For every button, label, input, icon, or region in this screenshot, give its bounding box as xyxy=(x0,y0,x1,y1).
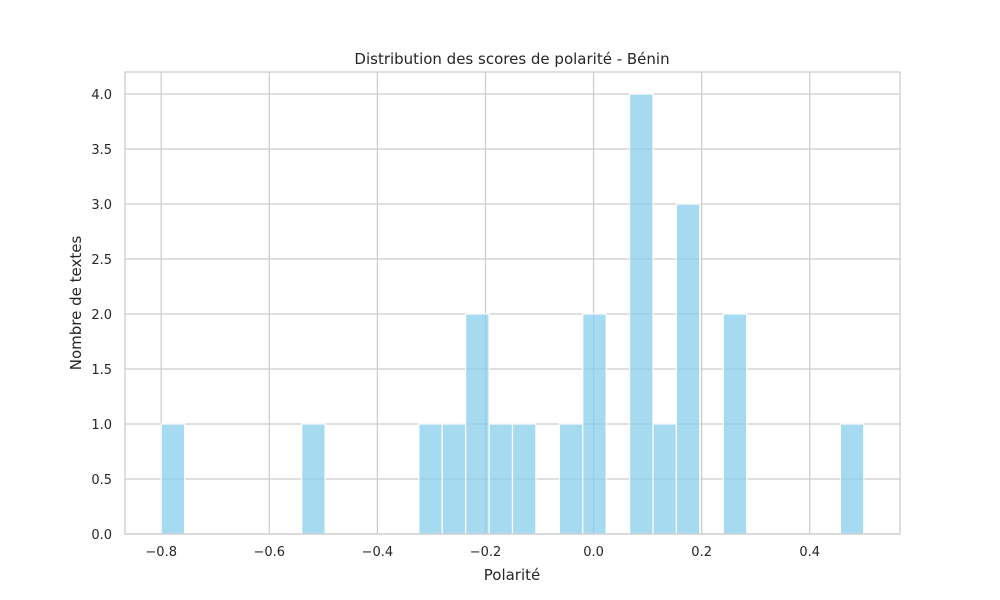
y-tick-label: 4.0 xyxy=(91,88,112,103)
y-tick-labels: 0.0 0.5 1.0 1.5 2.0 2.5 3.0 3.5 4.0 xyxy=(91,88,112,543)
chart-title: Distribution des scores de polarité - Bé… xyxy=(354,50,669,68)
y-tick-label: 1.5 xyxy=(91,363,112,378)
bars-layer xyxy=(160,93,865,535)
histogram-bar xyxy=(652,423,678,535)
histogram-bar xyxy=(722,313,748,535)
y-tick-label: 1.0 xyxy=(91,418,112,433)
histogram-bar xyxy=(558,423,584,535)
y-axis-label: Nombre de textes xyxy=(67,236,85,371)
x-tick-label: −0.6 xyxy=(254,545,286,560)
histogram-bar xyxy=(418,423,443,535)
histogram-bar xyxy=(465,313,490,535)
x-axis-label: Polarité xyxy=(484,566,541,584)
x-tick-label: 0.0 xyxy=(583,545,604,560)
x-tick-label: 0.2 xyxy=(691,545,712,560)
histogram-bar xyxy=(629,93,654,535)
histogram-bar xyxy=(441,423,467,535)
plot-frame xyxy=(124,71,901,535)
histogram-bar xyxy=(675,203,701,535)
y-tick-label: 2.0 xyxy=(91,308,112,323)
y-tick-label: 2.5 xyxy=(91,253,112,268)
histogram-bar xyxy=(839,423,865,535)
x-tick-label: −0.2 xyxy=(470,545,502,560)
y-tick-label: 3.5 xyxy=(91,143,112,158)
x-tick-labels: −0.8 −0.6 −0.4 −0.2 0.0 0.2 0.4 xyxy=(145,545,820,560)
histogram-bar xyxy=(582,313,607,535)
histogram-bar xyxy=(488,423,514,535)
y-tick-label: 0.5 xyxy=(91,473,112,488)
x-tick-label: 0.4 xyxy=(799,545,820,560)
histogram-bar xyxy=(160,423,186,535)
x-tick-label: −0.8 xyxy=(145,545,177,560)
histogram-bar xyxy=(301,423,326,535)
y-tick-label: 3.0 xyxy=(91,198,112,213)
x-tick-label: −0.4 xyxy=(362,545,394,560)
y-tick-label: 0.0 xyxy=(91,528,112,543)
histogram-bar xyxy=(511,423,537,535)
